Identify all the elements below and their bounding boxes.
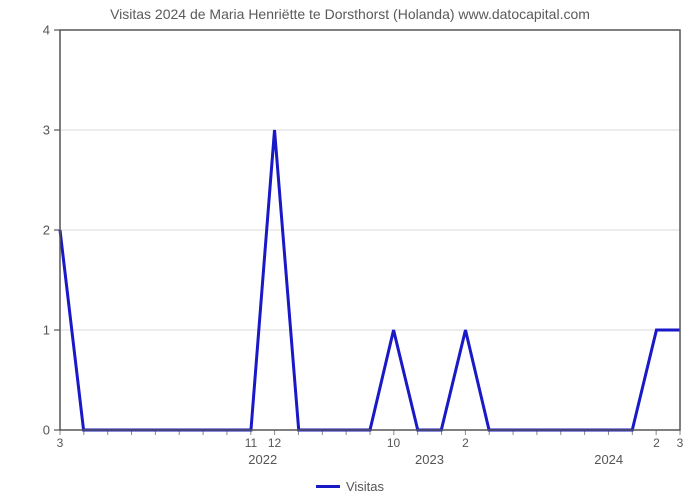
x-year-label: 2023 [415, 452, 444, 467]
x-year-label: 2024 [594, 452, 623, 467]
chart-container: Visitas 2024 de Maria Henriëtte te Dorst… [0, 0, 700, 500]
y-tick-label: 4 [43, 23, 50, 38]
y-tick-label: 1 [43, 323, 50, 338]
y-tick-label: 2 [43, 223, 50, 238]
x-tick-label: 3 [57, 436, 64, 450]
legend-text: Visitas [346, 479, 384, 494]
x-tick-label: 12 [268, 436, 281, 450]
y-tick-label: 0 [43, 423, 50, 438]
x-tick-label: 2 [653, 436, 660, 450]
plot-area: 012343111210223202220232024 [60, 30, 680, 430]
x-tick-label: 10 [387, 436, 400, 450]
legend-swatch [316, 485, 340, 488]
x-tick-label: 3 [677, 436, 684, 450]
legend: Visitas [0, 478, 700, 494]
plot-svg [60, 30, 680, 430]
chart-title: Visitas 2024 de Maria Henriëtte te Dorst… [0, 6, 700, 22]
x-tick-label: 2 [462, 436, 469, 450]
x-year-label: 2022 [248, 452, 277, 467]
y-tick-label: 3 [43, 123, 50, 138]
x-tick-label: 11 [245, 436, 257, 450]
